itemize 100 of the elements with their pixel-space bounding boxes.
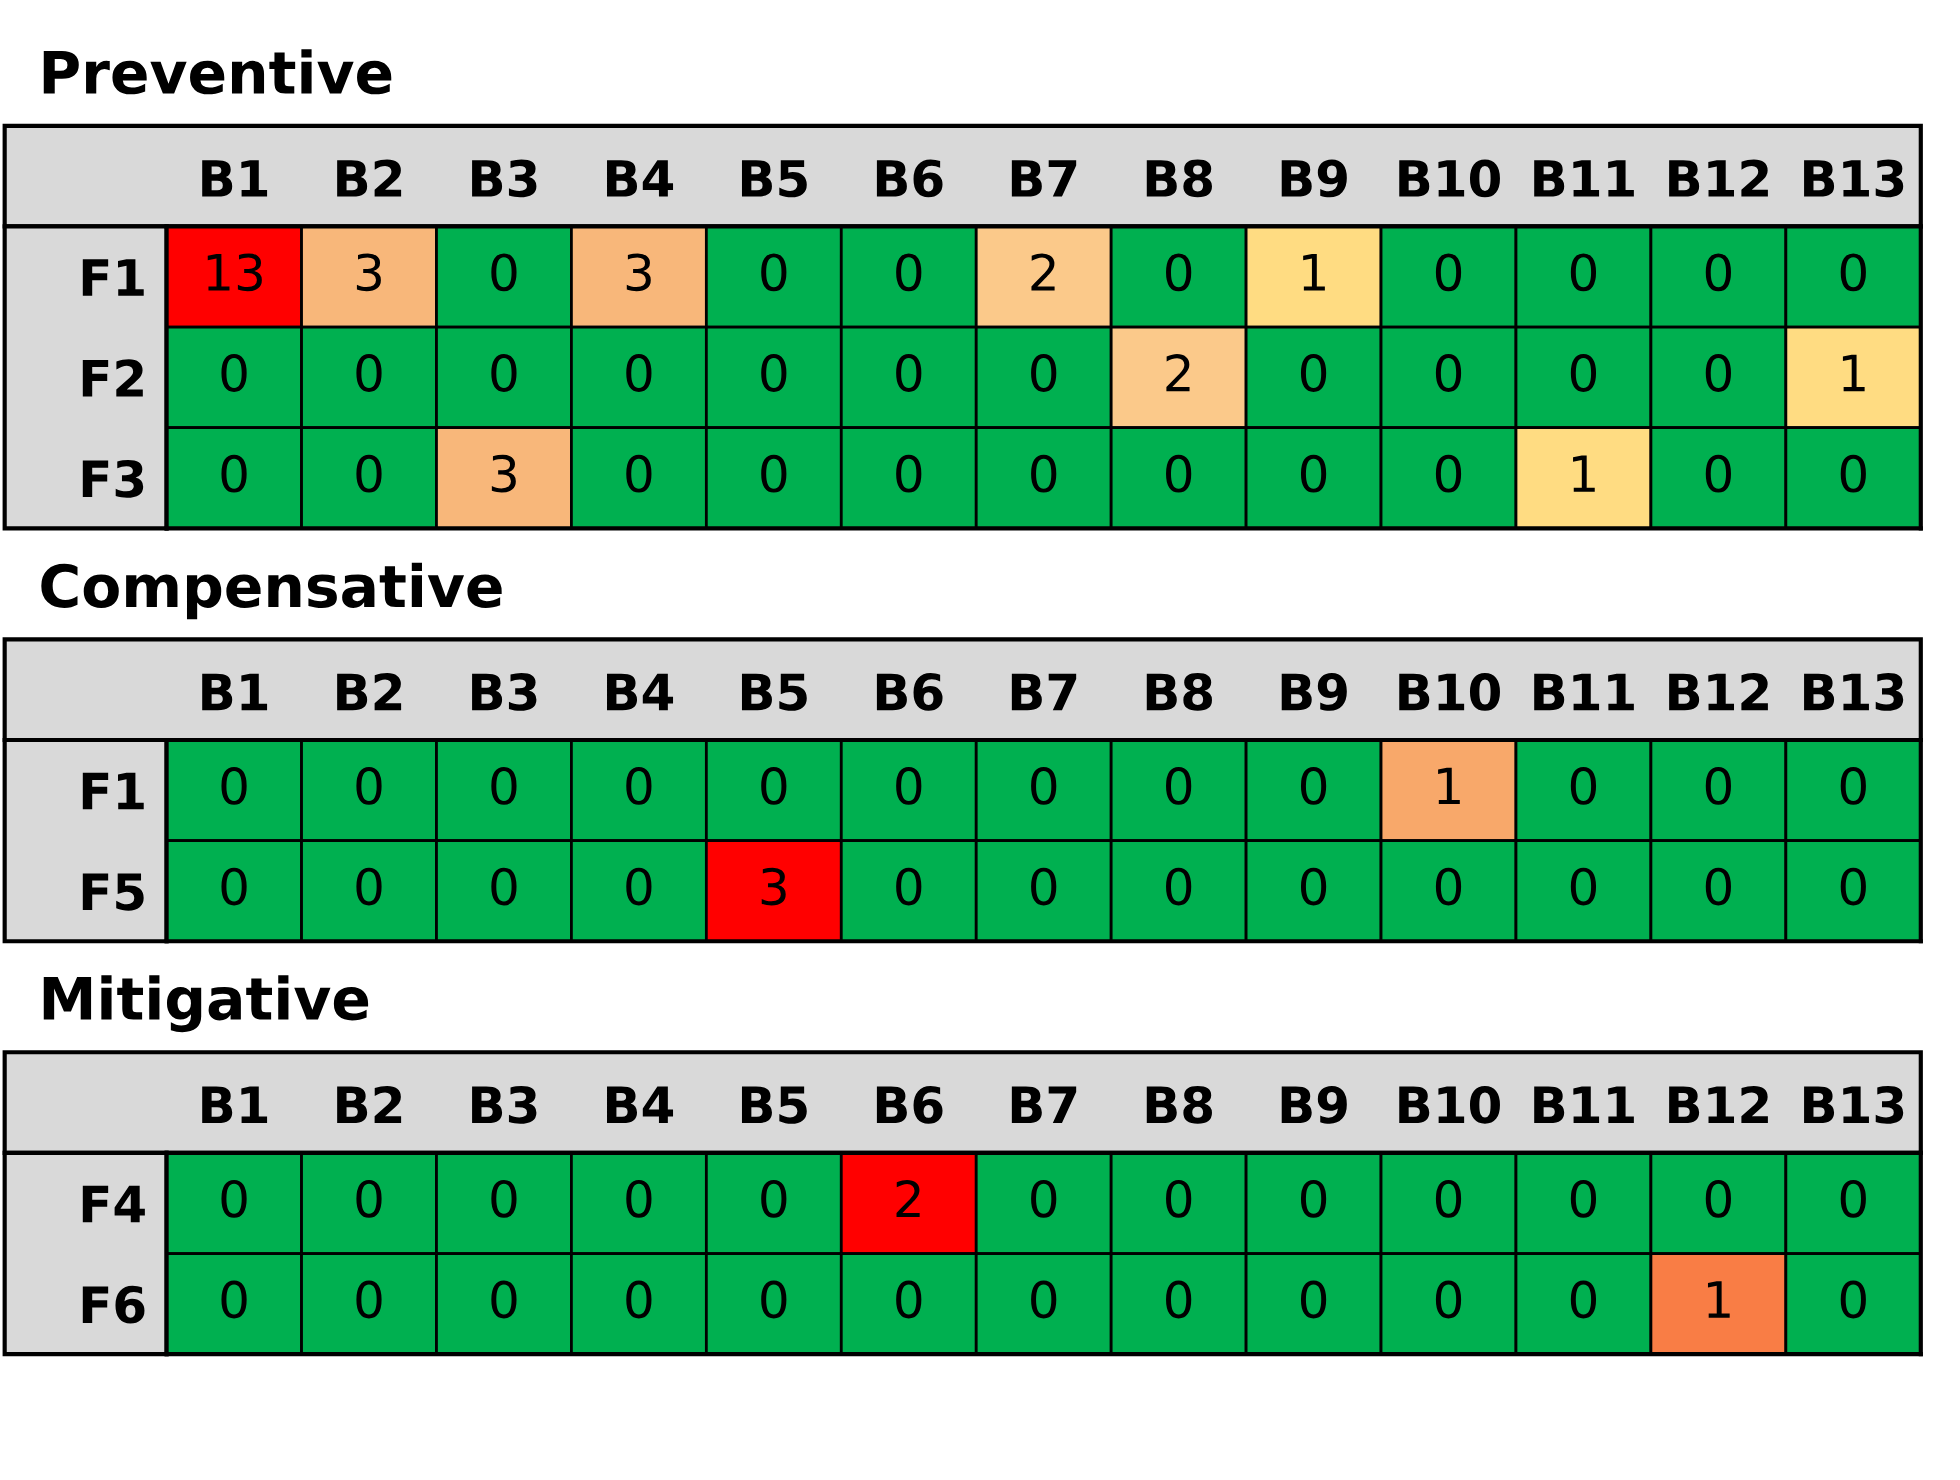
data-label: 0 bbox=[1840, 253, 1866, 292]
x-tick-label: B10 bbox=[1399, 1085, 1500, 1124]
data-label: 0 bbox=[1570, 1280, 1597, 1319]
data-label: 0 bbox=[1840, 867, 1866, 906]
data-label: 0 bbox=[356, 354, 382, 392]
data-label: 0 bbox=[626, 354, 652, 392]
data-label: 0 bbox=[1705, 767, 1731, 805]
x-tick-label: B8 bbox=[1146, 159, 1212, 198]
x-tick-label: B11 bbox=[1534, 673, 1634, 711]
data-label: 0 bbox=[221, 1280, 247, 1319]
data-label: 0 bbox=[1031, 454, 1057, 493]
data-label: 0 bbox=[491, 1179, 517, 1218]
data-label: 0 bbox=[761, 253, 787, 292]
x-tick-label: B12 bbox=[1669, 159, 1768, 197]
data-label: 0 bbox=[1705, 253, 1731, 292]
x-tick-label: B10 bbox=[1399, 673, 1500, 711]
data-label: 0 bbox=[1031, 1280, 1057, 1319]
data-label: 3 bbox=[491, 454, 516, 493]
data-label: 0 bbox=[491, 253, 517, 292]
data-label: 0 bbox=[1435, 454, 1462, 493]
chart-title: Compensative bbox=[41, 562, 502, 620]
x-tick-label: B4 bbox=[607, 160, 674, 197]
data-label: 0 bbox=[1705, 454, 1731, 493]
x-tick-label: B8 bbox=[1146, 673, 1212, 711]
x-tick-label: B5 bbox=[741, 673, 807, 711]
data-label: 0 bbox=[1166, 867, 1192, 906]
data-label: 0 bbox=[761, 767, 787, 805]
data-label: 0 bbox=[1570, 767, 1597, 805]
x-tick-label: B10 bbox=[1399, 159, 1500, 198]
x-tick-label: B7 bbox=[1011, 160, 1077, 197]
y-tick-label: F3 bbox=[82, 459, 144, 498]
x-tick-label: B1 bbox=[202, 1086, 268, 1124]
data-label: 0 bbox=[1300, 867, 1327, 906]
x-tick-label: B6 bbox=[876, 673, 943, 711]
data-label: 3 bbox=[356, 253, 381, 292]
data-label: 0 bbox=[1031, 1179, 1057, 1218]
data-label: 0 bbox=[626, 454, 652, 493]
x-tick-label: B6 bbox=[876, 1086, 943, 1124]
data-label: 0 bbox=[1705, 867, 1731, 906]
data-label: 0 bbox=[1300, 454, 1327, 493]
x-tick-label: B4 bbox=[607, 1086, 674, 1124]
data-label: 0 bbox=[491, 354, 517, 392]
data-label: 0 bbox=[1031, 767, 1057, 805]
data-label: 0 bbox=[1166, 253, 1192, 292]
data-label: 0 bbox=[356, 767, 382, 805]
data-label: 0 bbox=[356, 867, 382, 906]
data-label: 0 bbox=[761, 1179, 787, 1218]
data-label: 0 bbox=[1166, 1280, 1192, 1319]
data-label: 0 bbox=[491, 767, 517, 805]
data-label: 0 bbox=[1705, 354, 1731, 392]
x-tick-label: B1 bbox=[202, 673, 268, 711]
data-label: 1 bbox=[1303, 254, 1325, 291]
x-tick-label: B3 bbox=[472, 159, 537, 198]
data-label: 0 bbox=[1570, 253, 1597, 292]
data-label: 0 bbox=[221, 354, 247, 392]
data-label: 0 bbox=[761, 354, 787, 392]
data-label: 0 bbox=[1300, 1179, 1327, 1218]
x-tick-label: B2 bbox=[337, 673, 402, 711]
data-label: 0 bbox=[1840, 767, 1866, 805]
data-label: 0 bbox=[626, 867, 652, 906]
x-tick-label: B3 bbox=[472, 1085, 537, 1124]
data-label: 0 bbox=[1300, 767, 1327, 805]
data-label: 0 bbox=[1300, 1280, 1327, 1319]
x-tick-label: B3 bbox=[472, 673, 537, 711]
x-tick-label: B13 bbox=[1804, 159, 1904, 198]
x-tick-label: B5 bbox=[741, 1086, 807, 1124]
data-label: 0 bbox=[1031, 867, 1057, 906]
data-label: 0 bbox=[221, 767, 247, 805]
chart-title: Preventive bbox=[43, 49, 392, 95]
data-label: 2 bbox=[1166, 354, 1190, 392]
data-label: 0 bbox=[1031, 354, 1057, 392]
data-label: 0 bbox=[221, 867, 247, 906]
data-label: 2 bbox=[1031, 253, 1055, 291]
data-label: 0 bbox=[896, 354, 922, 392]
data-label: 13 bbox=[207, 253, 262, 292]
x-tick-label: B8 bbox=[1146, 1085, 1212, 1124]
x-tick-label: B4 bbox=[607, 673, 674, 711]
data-label: 0 bbox=[1705, 1179, 1731, 1218]
x-tick-label: B13 bbox=[1804, 1085, 1904, 1124]
chart-title: Mitigative bbox=[43, 975, 369, 1033]
data-label: 0 bbox=[1840, 1280, 1866, 1319]
data-label: 0 bbox=[221, 1179, 247, 1218]
x-tick-label: B1 bbox=[202, 160, 268, 197]
x-tick-label: B9 bbox=[1281, 159, 1347, 198]
data-label: 0 bbox=[1166, 1179, 1192, 1218]
data-label: 0 bbox=[896, 1280, 922, 1319]
x-tick-label: B6 bbox=[876, 159, 943, 198]
data-label: 1 bbox=[1573, 455, 1595, 492]
x-tick-label: B13 bbox=[1804, 673, 1904, 711]
data-label: 1 bbox=[1707, 1281, 1730, 1318]
data-label: 0 bbox=[896, 767, 922, 805]
data-label: 0 bbox=[1300, 354, 1327, 392]
y-tick-label: F1 bbox=[82, 772, 144, 810]
data-label: 0 bbox=[626, 767, 652, 805]
data-label: 0 bbox=[1166, 767, 1192, 805]
data-label: 0 bbox=[221, 454, 247, 493]
data-label: 0 bbox=[1435, 1280, 1462, 1319]
x-tick-label: B2 bbox=[337, 1085, 402, 1124]
data-label: 0 bbox=[356, 454, 382, 493]
data-label: 0 bbox=[1840, 454, 1866, 493]
